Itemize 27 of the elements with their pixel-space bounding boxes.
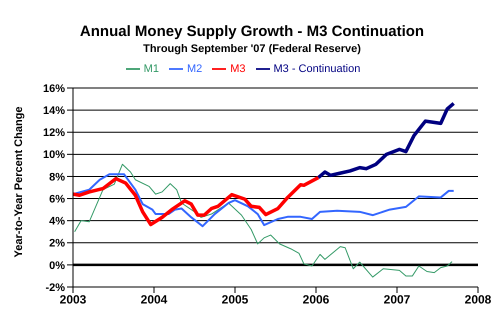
y-tick-label: 12% [42,127,66,140]
x-tick-label: 2008 [464,292,492,307]
x-tick-label: 2007 [384,292,411,307]
legend-label: M3 [230,62,246,75]
line-series [74,164,453,278]
x-tick-label: 2003 [60,292,87,307]
legend-label: M2 [186,62,202,75]
chart-subtitle: Through September '07 (Federal Reserve) [142,43,362,55]
legend-label: M1 [144,62,159,75]
y-tick-label: 4% [49,216,66,228]
y-tick-label: 0% [49,260,66,272]
y-tick-label: 6% [49,193,66,206]
chart-title: Annual Money Supply Growth - M3 Continuation [78,23,426,40]
y-tick-label: 8% [49,171,66,184]
x-tick-label: 2005 [222,292,249,307]
line-series [316,102,456,180]
y-tick-label: 14% [42,105,66,118]
y-tick-label: 16% [42,82,66,95]
y-tick-label: 2% [49,238,66,250]
x-tick-label: 2004 [140,292,168,307]
y-tick-label: -2% [45,282,66,294]
legend-label: M3 - Continuation [274,62,360,75]
y-axis-title: Year-to-Year Percent Change [12,106,25,258]
x-tick-label: 2006 [302,292,330,307]
line-series [73,173,455,228]
y-tick-label: 10% [42,149,66,162]
line-series [73,176,320,226]
